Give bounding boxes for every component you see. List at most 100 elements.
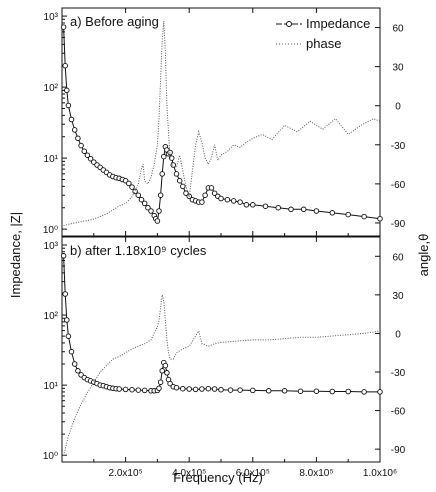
plot-frame	[61, 236, 381, 463]
impedance-point	[202, 192, 208, 198]
impedance-point	[64, 317, 70, 323]
impedance-point	[75, 135, 81, 142]
impedance-point	[281, 388, 288, 394]
impedance-point	[156, 385, 162, 392]
impedance-point	[211, 386, 218, 392]
impedance-point	[65, 333, 72, 339]
y2-axis-label: angle,θ	[416, 234, 431, 277]
impedance-point	[211, 190, 218, 196]
impedance-point	[126, 180, 132, 187]
impedance-point	[62, 62, 68, 69]
x-tick-label: 8.0x10⁵	[299, 468, 333, 479]
impedance-point	[218, 195, 224, 202]
x-tick-label: 2.0x10⁵	[109, 468, 143, 479]
impedance-point	[361, 213, 367, 220]
y2-tick-label: -90	[391, 219, 406, 230]
impedance-point	[345, 388, 351, 395]
panel-b: 2.0x10⁵ 4.0x10⁵ 6.0x10⁵ 8.0x10⁵ 1.0x10⁶ 10⁰ 10…	[43, 236, 406, 479]
impedance-point	[180, 385, 186, 392]
y-tick-label: 10³	[44, 12, 59, 23]
impedance-point	[159, 171, 165, 177]
panel-title: b) after 1.18x10⁹ cycles	[70, 243, 207, 258]
impedance-point	[218, 386, 224, 393]
impedance-point	[227, 387, 234, 393]
y-tick-label: 10¹	[44, 154, 59, 165]
panel-title: a) Before aging	[70, 14, 159, 29]
impedance-point	[186, 386, 192, 392]
y2-tick-label: 60	[392, 24, 404, 35]
impedance-point	[161, 153, 167, 160]
impedance-point	[141, 387, 148, 394]
y2-tick-label: -60	[391, 407, 406, 418]
impedance-point	[300, 206, 307, 213]
impedance-point	[135, 387, 142, 393]
y2-tick-label: -30	[391, 368, 406, 379]
impedance-point	[288, 206, 294, 213]
x-tick-label: 6.0x10⁵	[236, 468, 270, 479]
y2-tick-label: 0	[395, 102, 401, 113]
impedance-point	[250, 387, 256, 394]
impedance-point	[208, 185, 215, 191]
impedance-point	[265, 388, 272, 394]
impedance-point	[329, 388, 336, 395]
y2-tick-label: 60	[392, 252, 404, 263]
impedance-point	[60, 24, 67, 30]
legend-impedance-marker	[286, 21, 292, 27]
impedance-point	[68, 348, 75, 355]
impedance-point	[129, 184, 135, 190]
y2-tick-label: 0	[395, 329, 401, 340]
impedance-point	[141, 200, 148, 207]
impedance-point	[62, 291, 68, 297]
y2-tick-label: 30	[392, 291, 404, 302]
impedance-point	[297, 388, 304, 394]
impedance-point	[75, 368, 81, 374]
impedance-line	[63, 255, 380, 393]
y-tick-label: 10¹	[44, 381, 59, 392]
impedance-point	[237, 387, 243, 393]
impedance-point	[345, 211, 351, 218]
impedance-point	[68, 116, 75, 123]
impedance-point	[176, 177, 183, 184]
impedance-point	[199, 386, 205, 392]
impedance-point	[162, 362, 169, 369]
x-axis-label: Frequency (Hz)	[173, 470, 263, 485]
impedance-point	[243, 202, 250, 208]
impedance-point	[313, 208, 320, 214]
impedance-point	[230, 198, 237, 204]
y-tick-label: 10²	[44, 83, 59, 94]
impedance-point	[87, 155, 94, 162]
impedance-point	[377, 389, 383, 395]
impedance-point	[199, 199, 205, 205]
y-tick-label: 10⁰	[43, 451, 58, 462]
impedance-point	[81, 148, 88, 154]
impedance-point	[361, 389, 367, 395]
impedance-point	[173, 171, 180, 177]
impedance-point	[224, 196, 231, 203]
impedance-point	[262, 203, 269, 209]
impedance-point	[122, 386, 129, 393]
impedance-point	[60, 253, 67, 259]
impedance-point	[71, 361, 78, 367]
impedance-point	[159, 368, 165, 374]
impedance-point	[329, 210, 336, 216]
impedance-point	[78, 142, 84, 149]
y-axis-label: Impedance, |Z|	[8, 212, 23, 298]
phase-line	[63, 294, 381, 456]
impedance-point	[168, 155, 175, 161]
legend: Impedance phase	[276, 16, 370, 51]
impedance-point	[167, 380, 173, 387]
y-tick-label: 10²	[44, 311, 59, 322]
y2-tick-label: -90	[391, 445, 406, 456]
impedance-point	[192, 386, 199, 393]
y-tick-label: 10⁰	[43, 225, 58, 236]
impedance-point	[237, 199, 243, 205]
legend-impedance-label: Impedance	[306, 16, 370, 31]
impedance-point	[135, 192, 142, 198]
impedance-point	[173, 384, 180, 391]
impedance-point	[313, 388, 320, 394]
x-tick-label: 1.0x10⁶	[363, 468, 397, 479]
impedance-point	[164, 370, 170, 376]
impedance-point	[65, 102, 72, 109]
impedance-point	[275, 204, 281, 211]
